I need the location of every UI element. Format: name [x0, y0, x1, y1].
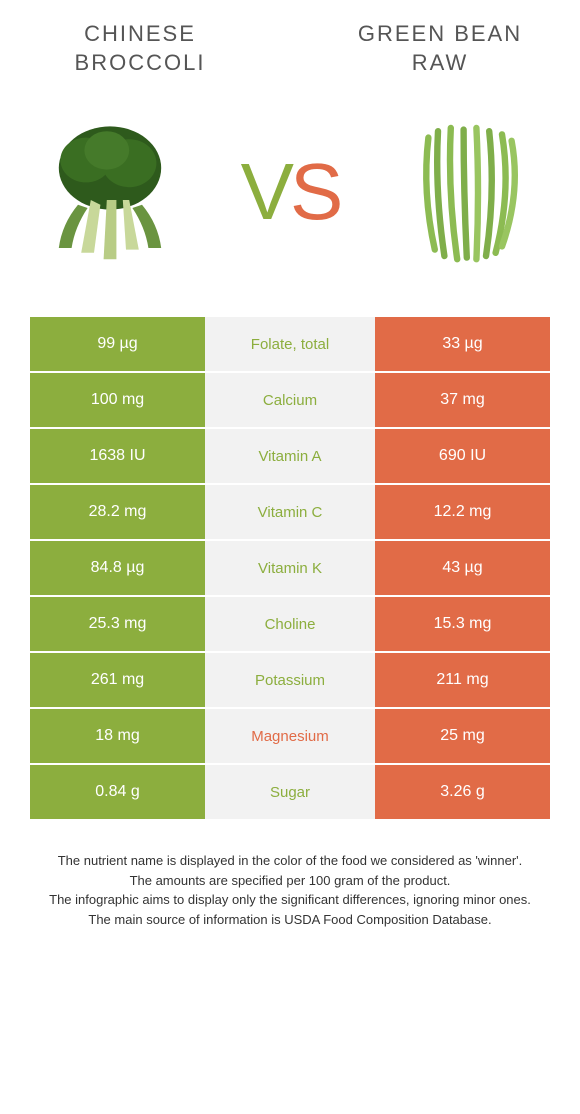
right-value: 25 mg [375, 709, 550, 765]
green-bean-icon [390, 112, 550, 272]
left-value: 1638 IU [30, 429, 205, 485]
left-value: 84.8 µg [30, 541, 205, 597]
nutrient-label: Sugar [205, 765, 375, 821]
nutrient-label: Folate, total [205, 317, 375, 373]
table-row: 99 µgFolate, total33 µg [30, 317, 550, 373]
nutrient-label: Magnesium [205, 709, 375, 765]
nutrient-label: Calcium [205, 373, 375, 429]
table-row: 0.84 gSugar3.26 g [30, 765, 550, 821]
table-row: 28.2 mgVitamin C12.2 mg [30, 485, 550, 541]
vs-v: V [241, 146, 290, 238]
left-value: 100 mg [30, 373, 205, 429]
nutrient-table: 99 µgFolate, total33 µg100 mgCalcium37 m… [30, 317, 550, 821]
vs-s: S [290, 146, 339, 238]
left-food-title: Chinese broccoli [40, 20, 240, 77]
right-value: 33 µg [375, 317, 550, 373]
table-row: 100 mgCalcium37 mg [30, 373, 550, 429]
footer-line: The amounts are specified per 100 gram o… [20, 871, 560, 891]
right-value: 43 µg [375, 541, 550, 597]
footer-notes: The nutrient name is displayed in the co… [20, 851, 560, 929]
right-value: 3.26 g [375, 765, 550, 821]
table-row: 261 mgPotassium211 mg [30, 653, 550, 709]
vs-label: VS [241, 146, 340, 238]
left-value: 261 mg [30, 653, 205, 709]
right-value: 37 mg [375, 373, 550, 429]
nutrient-label: Vitamin A [205, 429, 375, 485]
left-value: 28.2 mg [30, 485, 205, 541]
broccoli-icon [30, 112, 190, 272]
nutrient-label: Choline [205, 597, 375, 653]
table-row: 1638 IUVitamin A690 IU [30, 429, 550, 485]
footer-line: The main source of information is USDA F… [20, 910, 560, 930]
left-value: 18 mg [30, 709, 205, 765]
nutrient-label: Vitamin K [205, 541, 375, 597]
header: Chinese broccoli Green bean raw [0, 0, 580, 87]
footer-line: The nutrient name is displayed in the co… [20, 851, 560, 871]
right-value: 690 IU [375, 429, 550, 485]
table-row: 25.3 mgCholine15.3 mg [30, 597, 550, 653]
nutrient-label: Potassium [205, 653, 375, 709]
images-row: VS [0, 87, 580, 317]
left-value: 25.3 mg [30, 597, 205, 653]
footer-line: The infographic aims to display only the… [20, 890, 560, 910]
right-value: 211 mg [375, 653, 550, 709]
right-food-title: Green bean raw [340, 20, 540, 77]
left-value: 99 µg [30, 317, 205, 373]
table-row: 18 mgMagnesium25 mg [30, 709, 550, 765]
right-value: 12.2 mg [375, 485, 550, 541]
left-value: 0.84 g [30, 765, 205, 821]
nutrient-label: Vitamin C [205, 485, 375, 541]
table-row: 84.8 µgVitamin K43 µg [30, 541, 550, 597]
right-value: 15.3 mg [375, 597, 550, 653]
